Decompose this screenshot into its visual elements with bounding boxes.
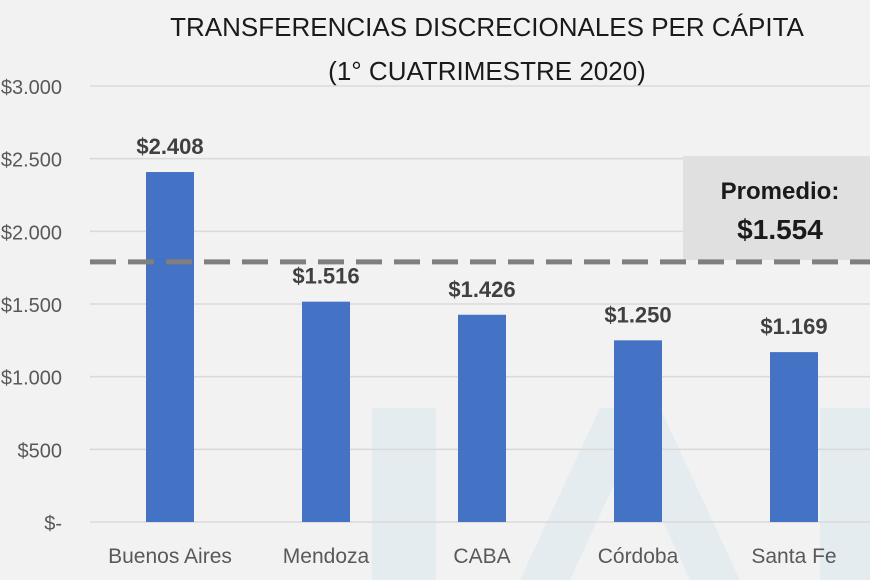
x-tick-label: Santa Fe [751,545,836,568]
y-tick-label: $2.500 [1,150,62,172]
average-box [683,156,870,260]
bars [146,172,818,522]
y-tick-label: $500 [18,440,63,462]
y-tick-label: $- [44,513,62,535]
y-tick-label: $1.500 [1,295,62,317]
average-label: Promedio: [721,178,840,205]
chart-subtitle: (1° CUATRIMESTRE 2020) [328,56,646,86]
bar-santa-fe [770,352,818,522]
bar-value-label: $2.408 [136,134,203,159]
bar-buenos-aires [146,172,194,522]
bar-mendoza [302,301,350,522]
data-labels: $2.408 $1.516 $1.426 $1.250 $1.169 [136,134,827,339]
bar-value-label: $1.426 [448,277,515,302]
y-tick-label: $3.000 [1,77,62,99]
bar-caba [458,314,506,522]
watermark-logo [372,408,870,580]
bar-value-label: $1.250 [604,302,671,327]
y-axis: $- $500 $1.000 $1.500 $2.000 $2.500 $3.000 [1,77,62,535]
average-annotation: Promedio: $1.554 [90,156,870,265]
x-tick-label: Córdoba [598,545,679,568]
y-tick-label: $2.000 [1,222,62,244]
x-tick-label: Buenos Aires [108,545,232,568]
y-tick-label: $1.000 [1,368,62,390]
x-tick-label: Mendoza [283,545,370,568]
average-value: $1.554 [737,214,823,245]
bar-value-label: $1.169 [760,314,827,339]
bar-c-rdoba [614,340,662,522]
bar-value-label: $1.516 [292,264,359,289]
x-tick-label: CABA [453,545,510,568]
x-axis: Buenos Aires Mendoza CABA Córdoba Santa Fe [108,545,836,568]
chart-title: TRANSFERENCIAS DISCRECIONALES PER CÁPITA [170,12,804,42]
